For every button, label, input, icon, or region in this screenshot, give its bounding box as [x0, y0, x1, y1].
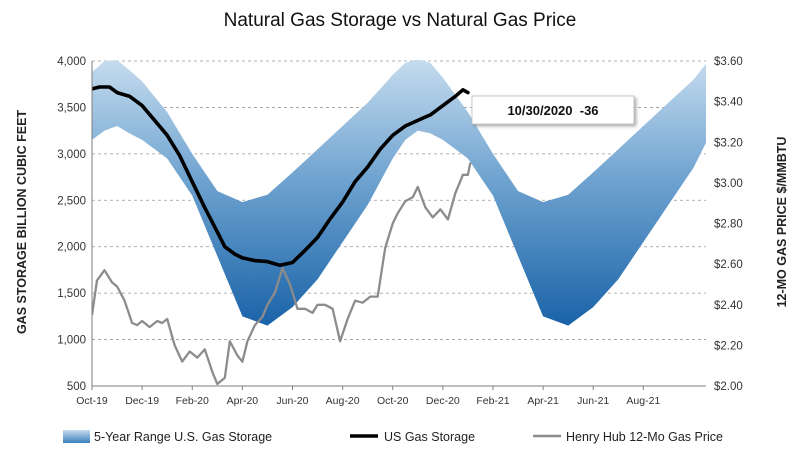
y-left-tick-label: 2,500 — [57, 195, 86, 207]
y-left-tick-label: 1,500 — [57, 288, 86, 300]
legend-swatch-range — [63, 430, 90, 443]
y-right-tick-label: $2.60 — [714, 259, 743, 271]
series-price-line — [92, 162, 472, 386]
y-right-tick-label: $2.80 — [714, 219, 743, 231]
y-right-tick-label: $3.00 — [714, 178, 743, 190]
x-tick-label: Feb-21 — [476, 395, 509, 407]
x-tick-label: Jun-20 — [276, 395, 308, 407]
legend: 5-Year Range U.S. Gas Storage US Gas Sto… — [63, 430, 723, 444]
left-axis-ticks: 500 1,000 1,500 2,000 2,500 3,000 3,500 4,000 — [57, 56, 86, 393]
y-right-tick-label: $2.00 — [714, 381, 743, 393]
chart-title: Natural Gas Storage vs Natural Gas Price — [224, 10, 577, 31]
x-tick-label: Oct-19 — [76, 395, 108, 407]
y-right-tick-label: $3.40 — [714, 97, 743, 109]
y-left-tick-label: 3,500 — [57, 102, 86, 114]
y-left-axis-label: GAS STORAGE BILLION CUBIC FEET — [15, 110, 29, 334]
axes — [91, 61, 706, 387]
y-left-tick-label: 4,000 — [57, 56, 86, 68]
x-tick-label: Apr-21 — [527, 395, 559, 407]
x-tick-label: Feb-20 — [176, 395, 209, 407]
x-tick-label: Jun-21 — [577, 395, 609, 407]
annotation-background — [471, 95, 635, 125]
y-left-tick-label: 2,000 — [57, 242, 86, 254]
x-tick-label: Dec-19 — [125, 395, 159, 407]
y-right-tick-label: $3.60 — [714, 56, 743, 68]
x-tick-label: Apr-20 — [227, 395, 259, 407]
y-right-axis-label: 12-MO GAS PRICE $/MMBTU — [775, 137, 789, 308]
legend-label-storage: US Gas Storage — [384, 430, 475, 444]
right-axis-ticks: $2.00 $2.20 $2.40 $2.60 $2.80 $3.00 $3.20 $3.40… — [714, 56, 743, 393]
y-left-tick-label: 3,000 — [57, 149, 86, 161]
annotation-text: 10/30/2020 -36 — [507, 103, 598, 118]
series-storage-line — [92, 85, 470, 268]
x-tick-label: Aug-20 — [326, 395, 360, 407]
y-left-tick-label: 1,000 — [57, 335, 86, 347]
x-tick-label: Dec-20 — [426, 395, 460, 407]
x-tick-label: Oct-20 — [377, 395, 409, 407]
y-left-tick-label: 500 — [67, 381, 86, 393]
x-axis-ticks: Oct-19 Dec-19 Feb-20 Apr-20 Jun-20 Aug-20 Oct-… — [76, 386, 660, 407]
x-tick-label: Aug-21 — [626, 395, 660, 407]
annotation-box: 10/30/2020 -36 — [471, 95, 635, 125]
legend-label-price: Henry Hub 12-Mo Gas Price — [566, 430, 723, 444]
line-layer — [92, 85, 472, 386]
legend-label-range: 5-Year Range U.S. Gas Storage — [94, 430, 272, 444]
y-right-tick-label: $2.40 — [714, 300, 743, 312]
y-right-tick-label: $2.20 — [714, 340, 743, 352]
y-right-tick-label: $3.20 — [714, 137, 743, 149]
